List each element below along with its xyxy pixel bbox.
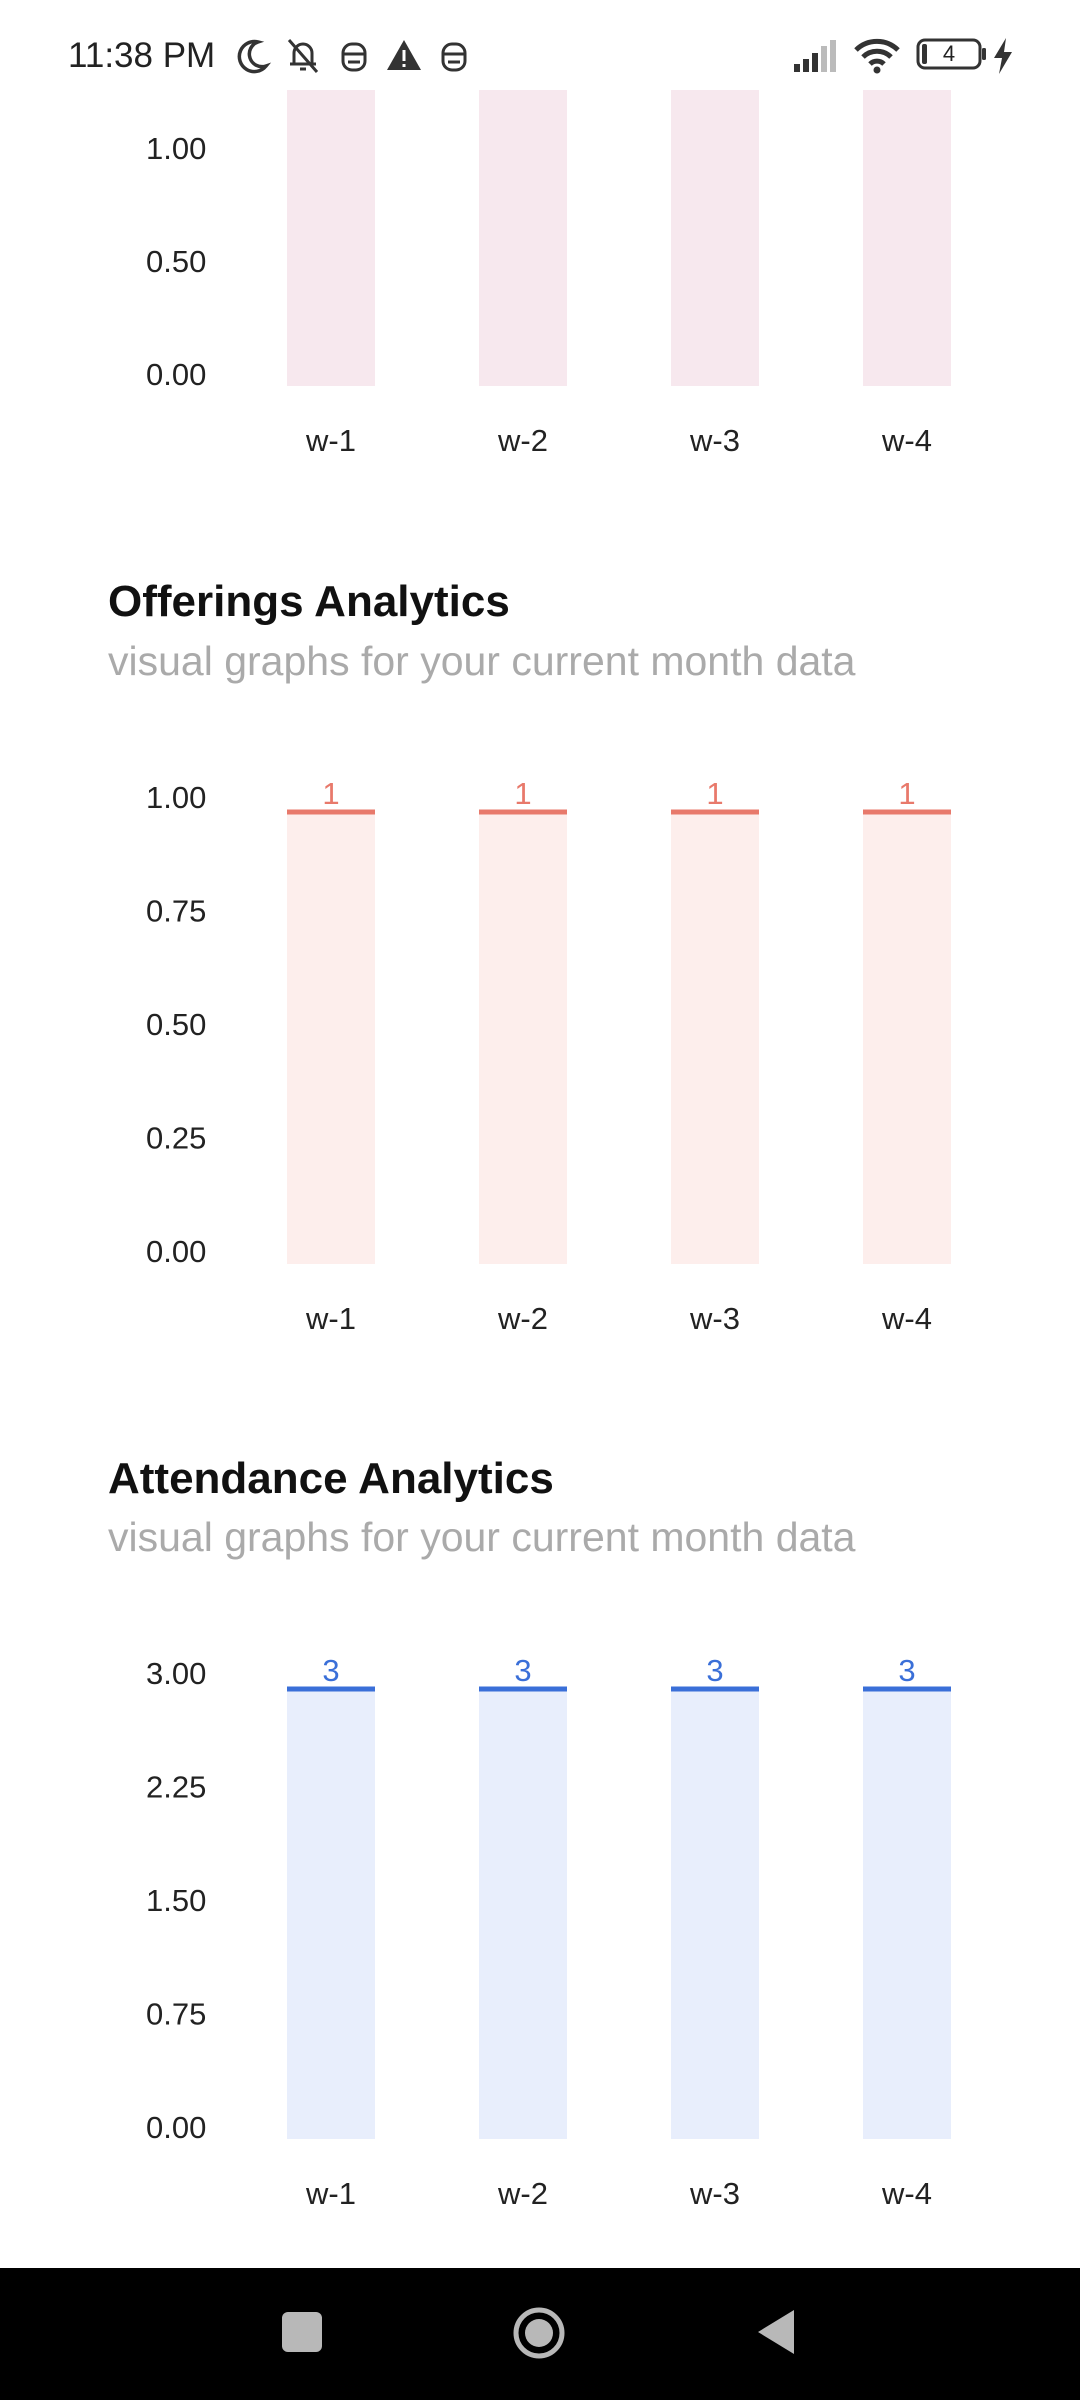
status-bar: 11:38 PM 4 <box>0 0 1080 90</box>
bar-data-label: 1 <box>322 776 339 811</box>
robot-icon <box>341 42 367 72</box>
status-time: 11:38 PM <box>68 36 216 75</box>
bar-background <box>863 812 951 1264</box>
bar-value-line <box>479 1686 567 1692</box>
bar-data-label: 1 <box>514 776 531 811</box>
y-tick-label: 0.00 <box>146 1234 206 1269</box>
bar-data-label: 3 <box>706 1653 723 1688</box>
x-category-label: w-4 <box>881 1301 932 1336</box>
bar-background <box>671 90 759 386</box>
x-category-label: w-1 <box>305 1301 356 1336</box>
y-tick-label: 1.00 <box>146 131 206 166</box>
bar-value-line <box>287 809 375 815</box>
x-category-label: w-4 <box>881 423 932 458</box>
charging-icon <box>994 38 1012 74</box>
y-tick-label: 3.00 <box>146 1656 206 1691</box>
attendance-title: Attendance Analytics <box>108 1454 554 1503</box>
chart-previous: 0.00 0.50 1.00 w-1 w-2 w-3 w-4 <box>0 90 1080 470</box>
bar-background <box>671 812 759 1264</box>
x-category-label: w-2 <box>497 423 548 458</box>
x-category-label: w-1 <box>305 423 356 458</box>
y-tick-label: 2.25 <box>146 1770 206 1805</box>
offerings-chart-svg: 0.00 0.25 0.50 0.75 1.00 1 w-1 1 w-2 1 w-3 1 w-4 <box>146 776 951 1336</box>
x-category-label: w-3 <box>689 2176 740 2211</box>
x-category-label: w-4 <box>881 2176 932 2211</box>
bar-data-label: 1 <box>706 776 723 811</box>
bar-value-line <box>863 1686 951 1692</box>
x-category-label: w-3 <box>689 423 740 458</box>
bar-background <box>287 90 375 386</box>
bar-value-line <box>671 1686 759 1692</box>
x-category-label: w-2 <box>497 2176 548 2211</box>
attendance-chart: 0.00 0.75 1.50 2.25 3.00 3 w-1 3 w-2 3 w-3 3 w-4 <box>0 1636 1080 2216</box>
bar-background <box>479 1689 567 2139</box>
bar-background <box>287 812 375 1264</box>
offerings-chart: 0.00 0.25 0.50 0.75 1.00 1 w-1 1 w-2 1 w-3 1 w-4 <box>0 760 1080 1340</box>
bar-data-label: 3 <box>898 1653 915 1688</box>
back-button[interactable] <box>756 2308 796 2356</box>
y-tick-label: 1.50 <box>146 1883 206 1918</box>
y-tick-label: 0.75 <box>146 894 206 929</box>
back-triangle-icon <box>758 2310 794 2354</box>
battery-icon: 4 <box>916 36 988 72</box>
moon-icon <box>237 39 272 74</box>
attendance-subtitle: visual graphs for your current month dat… <box>108 1514 856 1560</box>
battery-level: 4 <box>942 41 956 66</box>
bar-data-label: 3 <box>514 1653 531 1688</box>
navigation-bar <box>0 2268 1080 2400</box>
y-tick-label: 0.50 <box>146 1007 206 1042</box>
robot-icon <box>441 42 467 72</box>
offerings-title: Offerings Analytics <box>108 577 510 626</box>
bar-background <box>287 1689 375 2139</box>
bar-data-label: 1 <box>898 776 915 811</box>
y-tick-label: 0.50 <box>146 244 206 279</box>
recents-button[interactable] <box>282 2312 322 2352</box>
bar-value-line <box>863 809 951 815</box>
bell-off-icon <box>287 39 319 73</box>
bar-background <box>863 90 951 386</box>
bar-background <box>479 812 567 1264</box>
x-category-label: w-2 <box>497 1301 548 1336</box>
bar-background <box>671 1689 759 2139</box>
y-tick-label: 0.00 <box>146 2110 206 2145</box>
y-tick-label: 0.25 <box>146 1121 206 1156</box>
bar-value-line <box>287 1686 375 1692</box>
chart-previous-svg: 0.00 0.50 1.00 w-1 w-2 w-3 w-4 <box>146 90 951 458</box>
y-tick-label: 0.00 <box>146 357 206 392</box>
y-tick-label: 0.75 <box>146 1997 206 2032</box>
bar-background <box>863 1689 951 2139</box>
x-category-label: w-3 <box>689 1301 740 1336</box>
signal-icon <box>794 40 836 72</box>
bar-data-label: 3 <box>322 1653 339 1688</box>
bar-background <box>479 90 567 386</box>
bar-value-line <box>671 809 759 815</box>
alert-icon <box>387 40 421 70</box>
offerings-subtitle: visual graphs for your current month dat… <box>108 638 856 684</box>
x-category-label: w-1 <box>305 2176 356 2211</box>
home-circle-icon <box>513 2307 565 2359</box>
attendance-chart-svg: 0.00 0.75 1.50 2.25 3.00 3 w-1 3 w-2 3 w-3 3 w-4 <box>146 1653 951 2211</box>
home-button[interactable] <box>512 2306 566 2360</box>
bar-value-line <box>479 809 567 815</box>
y-tick-label: 1.00 <box>146 780 206 815</box>
wifi-icon <box>854 38 900 74</box>
